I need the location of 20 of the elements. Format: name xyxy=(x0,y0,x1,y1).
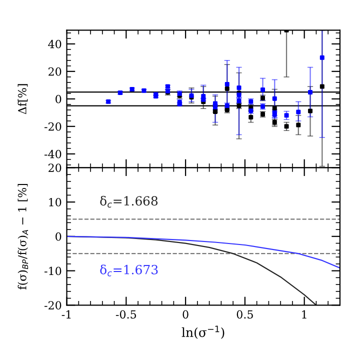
x-tick-label: 1 xyxy=(302,310,306,318)
y-axis-title: f(σ)$_{BP}$/f(σ)$_{A}$ − 1 [%] xyxy=(18,184,28,290)
x-axis-title: ln(σ$^{−1}$) xyxy=(182,326,224,339)
y-tick-label: 0 xyxy=(56,232,62,241)
text: δ$_{c}$=1.673 xyxy=(100,264,158,276)
y-tick-label: -40 xyxy=(44,150,62,158)
x-tick-label: 0 xyxy=(182,310,188,319)
text: δ$_{c}$=1.668 xyxy=(100,196,158,208)
y-tick-label: -10 xyxy=(44,266,62,276)
x-tick-label: -0.5 xyxy=(116,310,136,319)
x-tick-label: -1 xyxy=(62,310,71,318)
y-tick-label: -20 xyxy=(44,301,62,310)
x-tick-label: 0.5 xyxy=(236,310,253,319)
y-tick-label: 10 xyxy=(49,198,62,206)
y-tick-label: 20 xyxy=(48,67,62,76)
y-tick-label: 0 xyxy=(56,94,62,104)
y-tick-label: 40 xyxy=(48,40,62,48)
y-axis-title: Δf[%] xyxy=(18,84,28,114)
y-tick-label: -20 xyxy=(44,122,62,131)
y-tick-label: 20 xyxy=(48,164,62,172)
